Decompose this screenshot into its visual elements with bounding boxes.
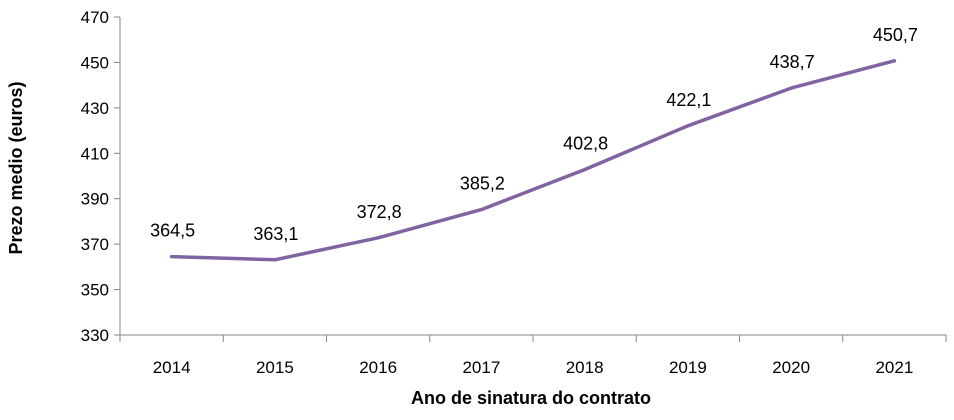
- data-point: [892, 59, 896, 63]
- data-point: [686, 124, 690, 128]
- data-point: [583, 168, 587, 172]
- data-label: 364,5: [150, 221, 195, 241]
- data-point: [376, 236, 380, 240]
- data-label: 450,7: [873, 25, 918, 45]
- y-tick-label: 390: [81, 190, 109, 209]
- y-axis-title: Prezo medio (euros): [6, 81, 26, 254]
- x-tick-label: 2018: [566, 358, 604, 377]
- y-tick-label: 430: [81, 99, 109, 118]
- x-tick-label: 2021: [875, 358, 913, 377]
- data-label: 438,7: [770, 52, 815, 72]
- y-tick-label: 370: [81, 235, 109, 254]
- y-tick-label: 410: [81, 144, 109, 163]
- x-tick-label: 2019: [669, 358, 707, 377]
- data-label: 385,2: [460, 174, 505, 194]
- x-axis-title: Ano de sinatura do contrato: [411, 388, 651, 408]
- x-tick-label: 2017: [462, 358, 500, 377]
- x-tick-label: 2014: [153, 358, 191, 377]
- data-label: 402,8: [563, 134, 608, 154]
- data-label: 422,1: [666, 90, 711, 110]
- series-layer: [169, 59, 897, 262]
- data-point: [789, 86, 793, 90]
- data-point: [273, 258, 277, 262]
- data-point: [479, 208, 483, 212]
- y-tick-label: 450: [81, 53, 109, 72]
- data-label: 372,8: [357, 202, 402, 222]
- data-labels: 364,5 363,1 372,8 385,2 402,8 422,1 438,7 450,7: [150, 25, 918, 244]
- x-tick-label: 2016: [359, 358, 397, 377]
- x-tick-label: 2020: [772, 358, 810, 377]
- x-tick-label: 2015: [256, 358, 294, 377]
- data-point: [170, 255, 174, 259]
- axes: [119, 17, 946, 336]
- y-tick-label: 330: [81, 326, 109, 345]
- ticks: 330 350 370 390 410 430 450 470 2014 2015 2016 2017…: [81, 8, 947, 377]
- y-tick-label: 470: [81, 8, 109, 27]
- y-tick-label: 350: [81, 281, 109, 300]
- data-label: 363,1: [253, 224, 298, 244]
- series-line: [169, 59, 897, 262]
